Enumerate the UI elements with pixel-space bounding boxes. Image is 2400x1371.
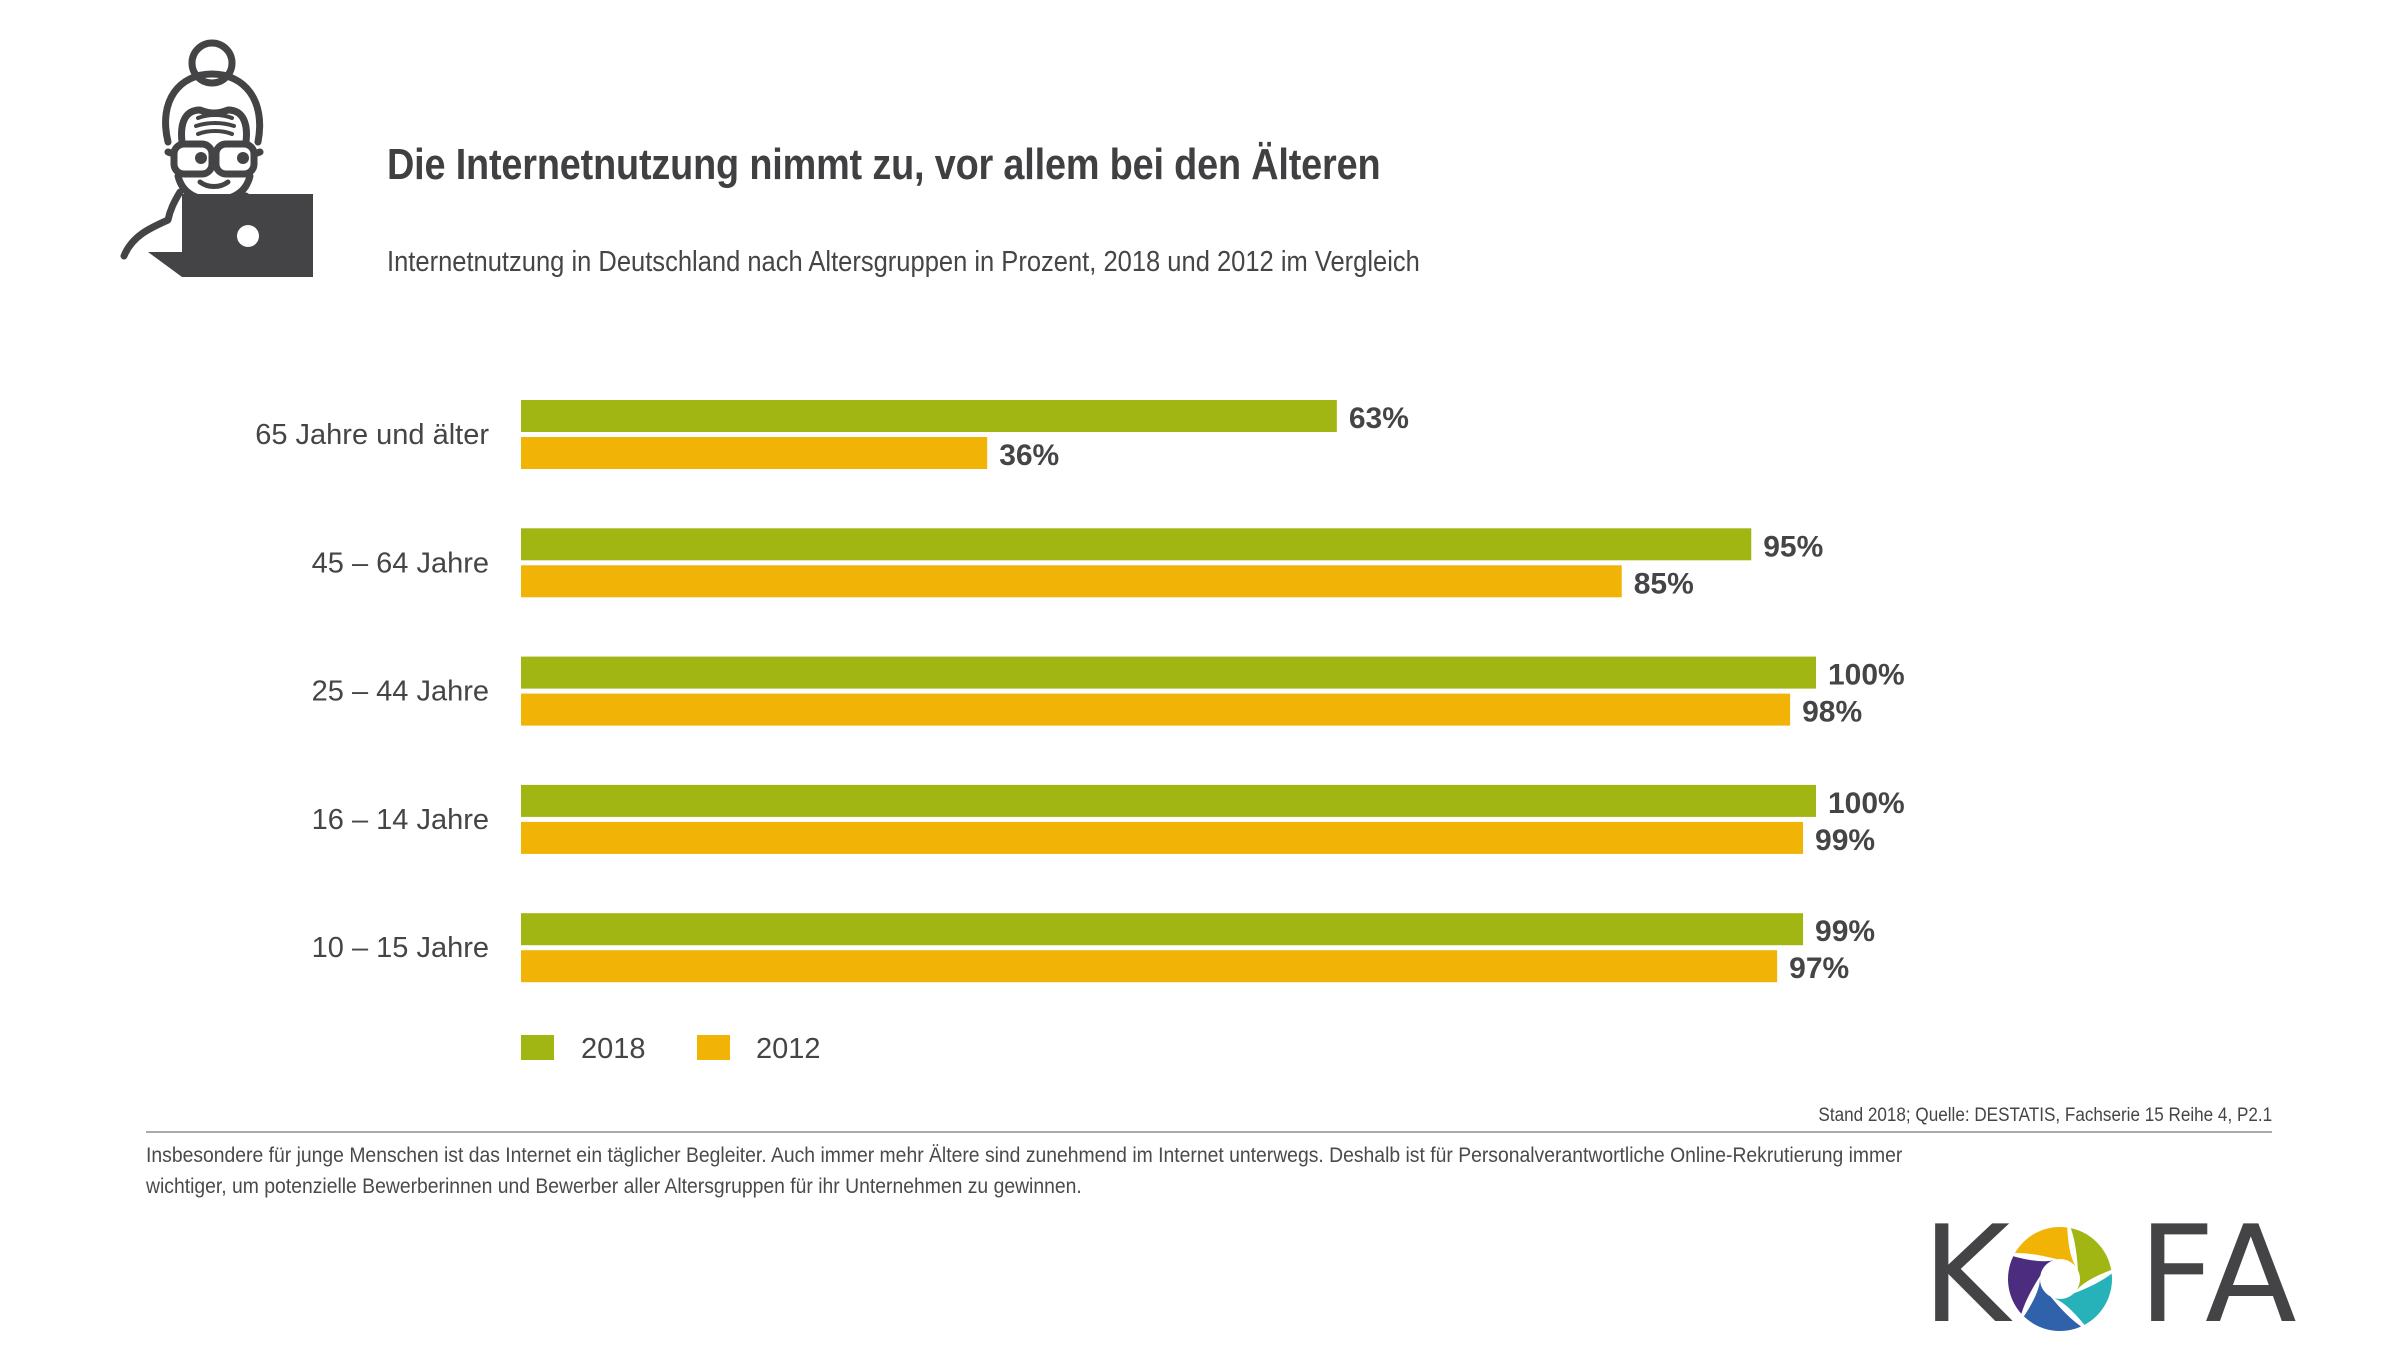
bar-2018-25-44-jahre [521, 656, 1816, 689]
legend-label-2012: 2012 [756, 1033, 821, 1065]
bars-layer: 65 Jahre und älter 63% 36% 45 – 64 Jahre 95%… [255, 400, 1905, 985]
bar-2012-10-15-jahre [521, 950, 1778, 983]
glasses-left [170, 140, 216, 178]
bar-2012-16-14-jahre [521, 821, 1804, 854]
logo-letter-f: F [2138, 1215, 2215, 1335]
logo-swirl-segment [2070, 1228, 2112, 1293]
legend-swatch-2012 [697, 1035, 730, 1060]
category-label: 25 – 44 Jahre [312, 676, 489, 708]
bar-2018-10-15-jahre [521, 913, 1804, 946]
hairline [178, 106, 250, 146]
bar-2012-25-44-jahre [521, 693, 1791, 726]
value-label-2012: 85% [1634, 567, 1694, 600]
logo-letter-a: A [2205, 1215, 2297, 1335]
logo-swirl-icon [2008, 1227, 2112, 1331]
legend-label-2018: 2018 [581, 1033, 646, 1065]
logo-swirl-segment [2014, 1227, 2078, 1269]
kofa-logo: K F A [1922, 1215, 2297, 1335]
logo-letter-k: K [1922, 1215, 2013, 1335]
bar-chart: 65 Jahre und älter 63% 36% 45 – 64 Jahre 95%… [255, 400, 1905, 1065]
value-label-2012: 99% [1815, 824, 1875, 857]
category-label: 45 – 64 Jahre [312, 547, 489, 579]
logo-swirl-segment [2052, 1273, 2112, 1325]
footer-description-line-2: wichtiger, um potenzielle Bewerberinnen … [146, 1174, 1082, 1198]
value-label-2018: 95% [1763, 530, 1823, 563]
value-label-2018: 100% [1828, 787, 1905, 820]
value-label-2012: 36% [999, 439, 1059, 472]
bar-group-10-15-jahre: 10 – 15 Jahre 99% 97% [312, 913, 1875, 985]
bar-group-16-14-jahre: 16 – 14 Jahre 100% 99% [312, 784, 1905, 857]
value-label-2012: 98% [1802, 696, 1862, 729]
glasses-right [212, 140, 258, 178]
hair-bun [188, 39, 236, 87]
head-outline [162, 70, 264, 146]
value-label-2018: 100% [1828, 659, 1905, 692]
chart-subtitle: Internetnutzung in Deutschland nach Alte… [387, 246, 1420, 278]
bar-2018-16-14-jahre [521, 784, 1816, 817]
bar-group-25-44-jahre: 25 – 44 Jahre 100% 98% [312, 656, 1905, 729]
chart-title: Die Internetnutzung nimmt zu, vor allem … [387, 140, 1381, 189]
bar-group-45-64-jahre: 45 – 64 Jahre 95% 85% [312, 528, 1823, 600]
value-label-2018: 63% [1349, 402, 1409, 435]
bar-group-65-jahre-und-lter: 65 Jahre und älter 63% 36% [255, 400, 1409, 472]
logo-swirl-segment [2023, 1277, 2082, 1331]
category-label: 65 Jahre und älter [255, 419, 489, 451]
category-label: 16 – 14 Jahre [312, 804, 489, 836]
laptop-logo [237, 225, 259, 247]
source-note: Stand 2018; Quelle: DESTATIS, Fachserie … [1818, 1105, 2272, 1126]
senior-woman-laptop-icon [120, 39, 313, 277]
logo-swirl-segment [2008, 1256, 2056, 1314]
value-label-2018: 99% [1815, 915, 1875, 948]
footer-description-line-1: Insbesondere für junge Menschen ist das … [146, 1143, 1903, 1167]
bar-2018-45-64-jahre [521, 528, 1752, 561]
bar-2018-65-jahre-und-lter [521, 400, 1337, 432]
legend-swatch-2018 [521, 1035, 554, 1060]
value-label-2012: 97% [1789, 952, 1849, 985]
bar-2012-45-64-jahre [521, 565, 1622, 598]
legend: 2018 2012 [521, 1033, 821, 1065]
footer-description: Insbesondere für junge Menschen ist das … [146, 1140, 2306, 1202]
bar-2012-65-jahre-und-lter [521, 437, 988, 469]
category-label: 10 – 15 Jahre [312, 932, 489, 964]
footer-divider [146, 1131, 2272, 1133]
